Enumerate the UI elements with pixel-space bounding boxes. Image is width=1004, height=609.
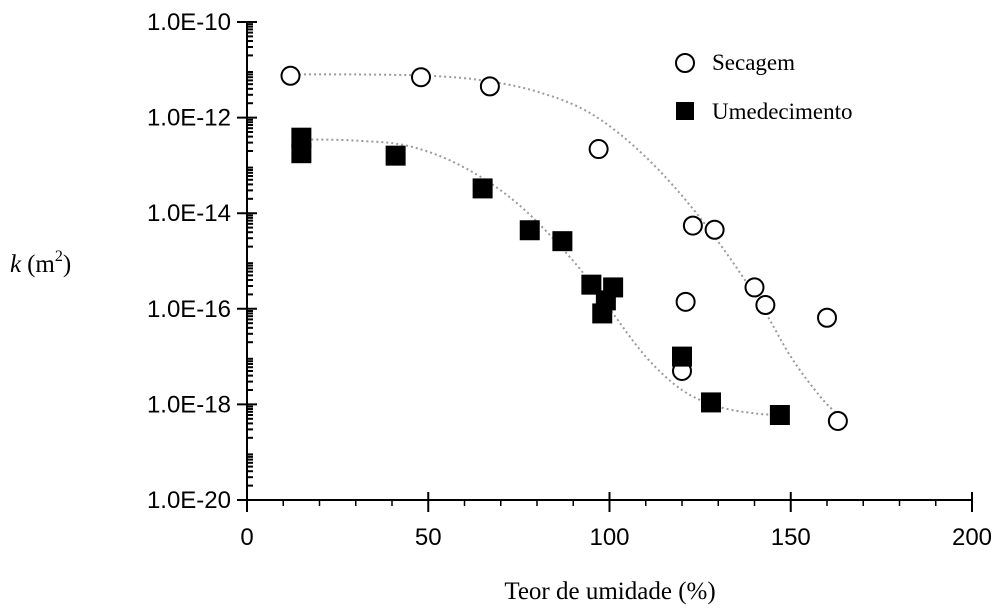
umedecimento-point (291, 143, 312, 164)
umedecimento-point (385, 145, 406, 166)
legend-umedecimento-label: Umedecimento (712, 99, 853, 124)
umedecimento-point (769, 405, 790, 426)
x-tick-label: 100 (589, 524, 629, 551)
y-axis-symbol: k (10, 251, 22, 278)
umedecimento-point (592, 303, 613, 324)
y-axis-unit-close: ) (63, 251, 71, 278)
y-tick-label: 1.0E-16 (147, 296, 231, 323)
secagem-point (744, 277, 765, 298)
x-tick-label: 200 (952, 524, 992, 551)
secagem-point (675, 291, 696, 312)
umedecimento-point (519, 220, 540, 241)
secagem-point (411, 67, 431, 88)
y-tick-label: 1.0E-12 (147, 105, 231, 132)
y-tick-label: 1.0E-20 (147, 487, 231, 514)
y-axis: 1.0E-20 1.0E-18 1.0E-16 1.0E-14 1.0E-12 1.0E-… (147, 9, 257, 514)
umedecimento-point (472, 178, 493, 199)
legend-secagem-label: Secagem (712, 50, 795, 75)
x-tick-label: 0 (240, 524, 253, 551)
umedecimento-point (581, 274, 602, 295)
x-axis: 0 50 100 150 200 (240, 492, 992, 551)
y-axis-unit: (m (27, 251, 55, 278)
data-markers (280, 65, 848, 431)
legend-umedecimento-marker (676, 102, 694, 120)
y-tick-label: 1.0E-18 (147, 391, 231, 418)
secagem-point (682, 215, 703, 236)
x-tick-label: 150 (771, 524, 811, 551)
trend-line-umedecimento (301, 138, 780, 417)
y-tick-label: 1.0E-14 (147, 200, 231, 227)
y-axis-title: k (m2) (10, 248, 71, 278)
secagem-point (827, 410, 848, 431)
legend-secagem-marker (675, 53, 695, 73)
secagem-point (280, 65, 301, 86)
secagem-point (704, 219, 725, 240)
x-axis-title: Teor de umidade (%) (504, 578, 715, 605)
umedecimento-point (552, 231, 573, 252)
legend: Secagem Umedecimento (675, 50, 853, 124)
secagem-point (588, 139, 609, 160)
umedecimento-point (672, 346, 692, 367)
secagem-point (755, 295, 776, 316)
secagem-point (817, 307, 837, 328)
umedecimento-point (291, 127, 312, 148)
umedecimento-point (701, 392, 721, 413)
x-tick-label: 50 (415, 524, 442, 551)
y-tick-label: 1.0E-10 (147, 9, 231, 36)
secagem-point (479, 76, 500, 97)
y-axis-unit-exponent: 2 (55, 248, 63, 265)
